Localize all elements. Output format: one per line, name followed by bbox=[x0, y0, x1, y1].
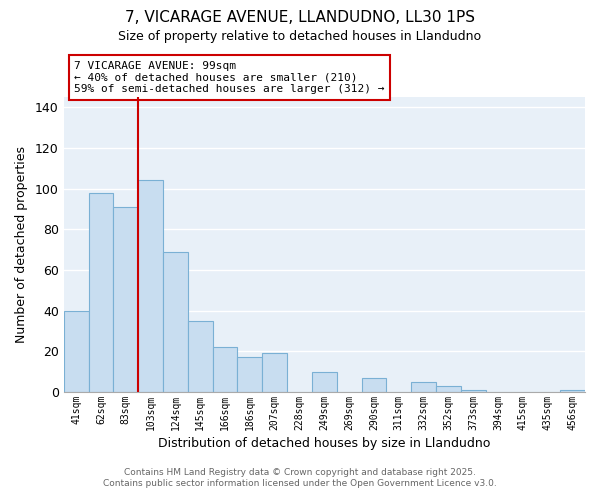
Bar bbox=[188, 321, 212, 392]
Text: 7 VICARAGE AVENUE: 99sqm
← 40% of detached houses are smaller (210)
59% of semi-: 7 VICARAGE AVENUE: 99sqm ← 40% of detach… bbox=[74, 61, 385, 94]
Text: Contains HM Land Registry data © Crown copyright and database right 2025.
Contai: Contains HM Land Registry data © Crown c… bbox=[103, 468, 497, 487]
Bar bbox=[138, 180, 163, 392]
X-axis label: Distribution of detached houses by size in Llandudno: Distribution of detached houses by size … bbox=[158, 437, 491, 450]
Bar bbox=[436, 386, 461, 392]
Y-axis label: Number of detached properties: Number of detached properties bbox=[15, 146, 28, 343]
Bar bbox=[163, 252, 188, 392]
Bar bbox=[312, 372, 337, 392]
Text: 7, VICARAGE AVENUE, LLANDUDNO, LL30 1PS: 7, VICARAGE AVENUE, LLANDUDNO, LL30 1PS bbox=[125, 10, 475, 25]
Bar bbox=[89, 192, 113, 392]
Bar bbox=[262, 354, 287, 392]
Bar bbox=[461, 390, 486, 392]
Bar bbox=[560, 390, 585, 392]
Bar bbox=[362, 378, 386, 392]
Text: Size of property relative to detached houses in Llandudno: Size of property relative to detached ho… bbox=[118, 30, 482, 43]
Bar bbox=[212, 348, 238, 392]
Bar bbox=[113, 207, 138, 392]
Bar bbox=[238, 358, 262, 392]
Bar bbox=[64, 310, 89, 392]
Bar bbox=[411, 382, 436, 392]
